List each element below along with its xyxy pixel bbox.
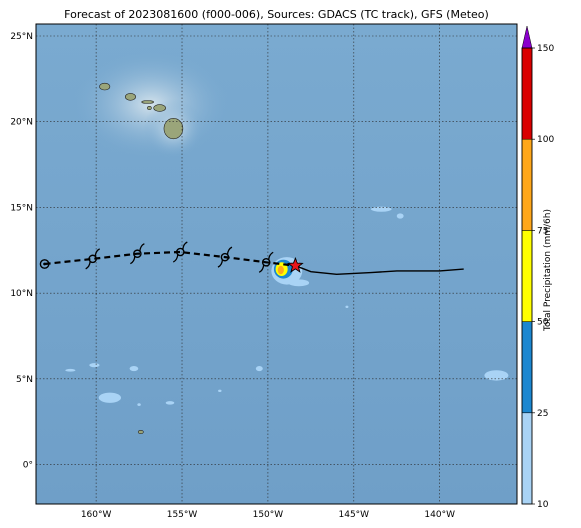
storm-symbol-icon <box>217 246 233 268</box>
colorbar-extend-arrow <box>521 25 533 49</box>
lat-tick-label: 20°N <box>10 118 33 128</box>
colorbar-tick-label: 150 <box>537 44 554 54</box>
storm-arm <box>130 256 136 265</box>
storm-arm <box>172 254 179 263</box>
island-molokai <box>141 100 154 104</box>
precip-area <box>370 206 392 212</box>
storm-ring <box>88 254 97 264</box>
colorbar-segment <box>521 230 533 322</box>
precip-area <box>255 366 263 372</box>
lon-tick-label: 140°W <box>424 510 455 520</box>
precip-area <box>129 366 139 372</box>
storm-arm <box>268 251 274 260</box>
precip-area <box>137 403 141 406</box>
storm-symbol-icon <box>258 251 274 273</box>
storm-arm <box>85 261 91 270</box>
storm-arm <box>182 241 188 250</box>
precip-area <box>98 392 122 403</box>
storm-symbol-icon <box>130 243 145 265</box>
storm-ring <box>175 247 185 257</box>
island-niihau-kauai <box>99 82 111 91</box>
island-lanai <box>147 105 152 111</box>
storm-arm <box>217 259 224 268</box>
precip-area <box>345 305 349 309</box>
lat-tick-label: 5°N <box>16 375 33 385</box>
precip-area <box>65 368 76 372</box>
colorbar-tick-label: 75 <box>537 226 548 236</box>
lon-tick-label: 145°W <box>339 510 370 520</box>
colorbar-tick-label: 25 <box>537 409 548 419</box>
colorbar-frame <box>521 47 533 505</box>
colorbar-segment <box>521 412 533 505</box>
precip-area <box>277 265 284 275</box>
storm-arm <box>94 248 101 257</box>
past-track <box>44 250 296 267</box>
forecast-track <box>295 265 464 276</box>
precip-area <box>165 401 175 405</box>
colorbar: 10 25 50 75 100 150 <box>521 25 554 510</box>
island-oahu <box>125 93 136 101</box>
lat-tick-label: 10°N <box>10 289 33 299</box>
colorbar-segment <box>521 321 533 414</box>
map-frame <box>35 23 518 505</box>
map-title: Forecast of 2023081600 (f000-006), Sourc… <box>64 8 489 21</box>
island-maui <box>153 104 166 112</box>
storm-arm <box>226 246 233 255</box>
colorbar-tick-label: 50 <box>537 318 549 328</box>
low-center-dot <box>43 262 46 266</box>
precip-area <box>89 363 100 368</box>
precip-area <box>484 370 509 381</box>
lon-tick-label: 155°W <box>167 510 198 520</box>
precip-area <box>396 213 404 219</box>
storm-ring <box>220 252 230 262</box>
colorbar-segment <box>521 47 533 140</box>
island-kiritimati <box>137 429 144 435</box>
storm-ring <box>261 257 271 267</box>
storm-arm <box>258 264 265 273</box>
storm-symbol-icon <box>172 241 188 263</box>
colorbar-tick-label: 100 <box>537 135 554 145</box>
storm-arm <box>139 243 145 252</box>
colorbar-segment <box>521 138 533 231</box>
colorbar-label: Total Precipitation (mm/6h) <box>543 209 553 332</box>
lat-tick-label: 0° <box>23 461 33 471</box>
lon-tick-label: 160°W <box>81 510 112 520</box>
precip-area <box>288 279 310 287</box>
precip-area <box>218 389 222 393</box>
low-symbol-icon <box>39 259 50 269</box>
lat-tick-label: 15°N <box>10 203 33 213</box>
lon-tick-label: 150°W <box>253 510 284 520</box>
storm-symbol-icon <box>85 248 101 270</box>
current-position-star-icon <box>287 256 304 273</box>
colorbar-tick-label: 10 <box>537 500 549 510</box>
storm-ring <box>133 249 142 259</box>
lat-tick-label: 25°N <box>10 32 33 42</box>
island-hawaii <box>163 117 184 140</box>
